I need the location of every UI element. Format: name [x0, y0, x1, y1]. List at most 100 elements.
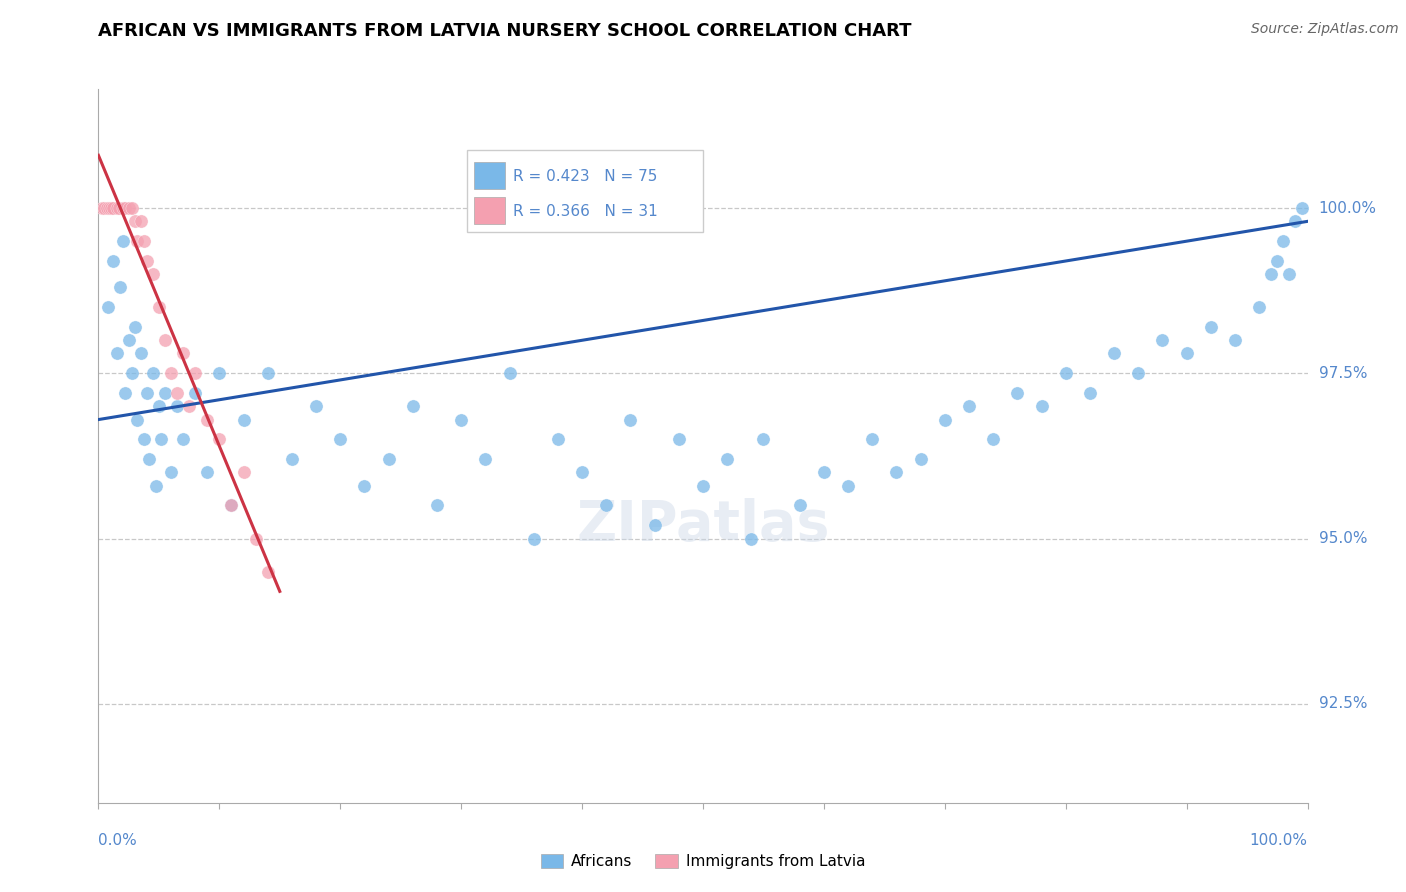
Point — [153, 333, 176, 347]
FancyBboxPatch shape — [467, 150, 703, 232]
Point — [195, 466, 218, 480]
Text: 100.0%: 100.0% — [1319, 201, 1376, 216]
Text: AFRICAN VS IMMIGRANTS FROM LATVIA NURSERY SCHOOL CORRELATION CHART: AFRICAN VS IMMIGRANTS FROM LATVIA NURSER… — [98, 22, 912, 40]
Text: R = 0.423   N = 75: R = 0.423 N = 75 — [513, 169, 658, 184]
Text: 92.5%: 92.5% — [1319, 696, 1367, 711]
Point — [221, 499, 243, 513]
Point — [100, 201, 122, 215]
Point — [195, 412, 218, 426]
Point — [256, 565, 278, 579]
Point — [813, 466, 835, 480]
Point — [426, 499, 449, 513]
Point — [114, 386, 136, 401]
Text: 97.5%: 97.5% — [1319, 366, 1367, 381]
Point — [281, 452, 304, 467]
Point — [184, 367, 207, 381]
Point — [886, 466, 908, 480]
Point — [644, 518, 666, 533]
Point — [179, 400, 201, 414]
Point — [118, 333, 141, 347]
Text: 100.0%: 100.0% — [1250, 833, 1308, 848]
Text: ZIPatlas: ZIPatlas — [576, 499, 830, 552]
Point — [1260, 267, 1282, 281]
Point — [1272, 234, 1295, 248]
Point — [111, 201, 134, 215]
Point — [668, 433, 690, 447]
Point — [124, 214, 146, 228]
Point — [142, 367, 165, 381]
Point — [1291, 201, 1313, 215]
Point — [619, 412, 641, 426]
Point — [172, 346, 194, 360]
Point — [121, 201, 143, 215]
Point — [160, 367, 183, 381]
Point — [129, 346, 152, 360]
Point — [450, 412, 472, 426]
Point — [129, 214, 152, 228]
Point — [105, 201, 128, 215]
Point — [305, 400, 328, 414]
Point — [1175, 346, 1198, 360]
Point — [740, 532, 762, 546]
Point — [329, 433, 352, 447]
Point — [860, 433, 883, 447]
Point — [1152, 333, 1174, 347]
Point — [934, 412, 956, 426]
Point — [402, 400, 425, 414]
Point — [498, 367, 520, 381]
Point — [377, 452, 399, 467]
Point — [101, 254, 124, 268]
Text: Source: ZipAtlas.com: Source: ZipAtlas.com — [1251, 22, 1399, 37]
Point — [595, 499, 617, 513]
Point — [166, 386, 188, 401]
Point — [142, 267, 165, 281]
Point — [172, 433, 194, 447]
Point — [1223, 333, 1246, 347]
Point — [148, 400, 170, 414]
Point — [138, 452, 160, 467]
Point — [256, 367, 278, 381]
Point — [108, 201, 131, 215]
Point — [150, 433, 173, 447]
Point — [1249, 300, 1271, 314]
Point — [208, 433, 231, 447]
FancyBboxPatch shape — [474, 197, 505, 224]
Point — [135, 386, 157, 401]
Point — [148, 300, 170, 314]
Point — [153, 386, 176, 401]
Point — [1102, 346, 1125, 360]
Point — [184, 386, 207, 401]
Point — [127, 234, 149, 248]
Point — [957, 400, 980, 414]
Point — [1128, 367, 1150, 381]
Point — [160, 466, 183, 480]
Point — [232, 466, 254, 480]
Point — [837, 478, 859, 492]
Point — [98, 201, 121, 215]
Point — [716, 452, 738, 467]
Point — [353, 478, 375, 492]
Point — [93, 201, 115, 215]
Point — [474, 452, 496, 467]
Point — [114, 201, 136, 215]
Point — [134, 234, 156, 248]
Point — [1278, 267, 1301, 281]
Point — [232, 412, 254, 426]
Point — [1267, 254, 1289, 268]
FancyBboxPatch shape — [474, 161, 505, 189]
Point — [692, 478, 714, 492]
Point — [1054, 367, 1077, 381]
Point — [127, 412, 149, 426]
Point — [245, 532, 267, 546]
Point — [118, 201, 141, 215]
Point — [1199, 320, 1222, 334]
Point — [91, 201, 114, 215]
Point — [1284, 214, 1306, 228]
Point — [166, 400, 188, 414]
Text: 0.0%: 0.0% — [98, 833, 138, 848]
Point — [135, 254, 157, 268]
Legend: Africans, Immigrants from Latvia: Africans, Immigrants from Latvia — [534, 848, 872, 875]
Point — [547, 433, 569, 447]
Point — [111, 234, 134, 248]
Point — [523, 532, 546, 546]
